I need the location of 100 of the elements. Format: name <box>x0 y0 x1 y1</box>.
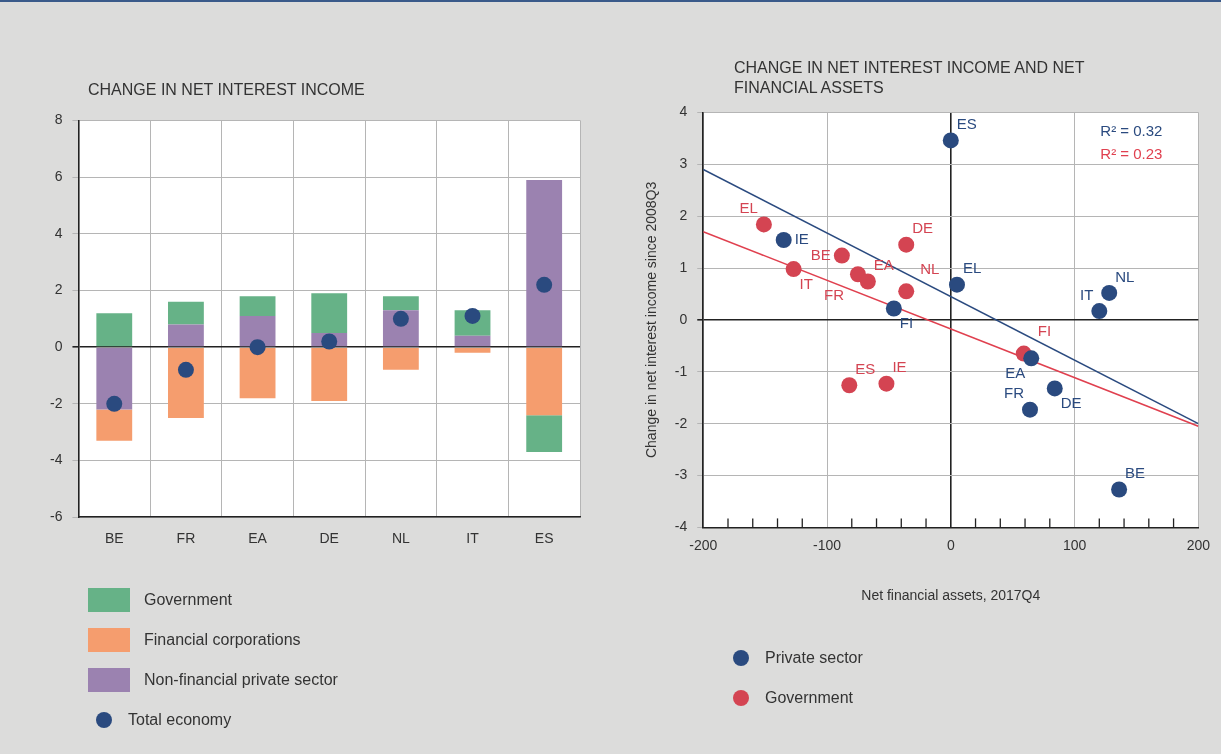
bar <box>526 347 563 416</box>
data-label: EA <box>1005 363 1026 381</box>
y-tick-label: -4 <box>50 451 63 468</box>
point <box>833 247 850 264</box>
y-tick-label: 8 <box>54 111 63 128</box>
x-tick-label: 200 <box>1186 536 1211 553</box>
x-tick-label: NL <box>391 530 411 547</box>
data-label: IE <box>892 358 907 376</box>
x-tick-label: FR <box>176 530 196 547</box>
data-label: FR <box>823 285 845 303</box>
y-tick-label: -1 <box>674 362 688 379</box>
data-label: FI <box>1037 322 1052 340</box>
point <box>392 310 409 327</box>
data-label: FR <box>1004 384 1025 402</box>
bar <box>311 293 348 333</box>
point <box>898 236 915 253</box>
annotation: R² = 0.32 <box>1100 122 1163 140</box>
bar <box>239 296 276 316</box>
y-tick-label: -2 <box>50 394 63 411</box>
x-tick-label: DE <box>319 530 339 547</box>
y-tick-label: 1 <box>679 258 688 275</box>
data-label: IT <box>799 274 813 292</box>
data-label: NL <box>920 260 940 278</box>
point <box>536 276 553 293</box>
point <box>885 300 902 317</box>
point <box>249 339 266 356</box>
x-tick-label: -100 <box>813 536 842 553</box>
data-label: DE <box>912 219 934 237</box>
x-tick-label: 0 <box>946 536 955 553</box>
point <box>898 283 915 300</box>
point <box>1046 380 1063 397</box>
y-tick-label: 2 <box>54 281 63 298</box>
y-axis-title: Change in net interest income since 2008Q3 <box>643 181 660 459</box>
point <box>755 216 772 233</box>
point <box>1091 303 1108 320</box>
bar <box>168 324 204 347</box>
point <box>785 261 802 278</box>
bar <box>168 301 204 325</box>
point <box>841 377 858 394</box>
point <box>106 395 123 412</box>
legend-label: Financial corporations <box>144 631 301 649</box>
y-tick-label: -2 <box>674 414 688 431</box>
bar <box>311 347 348 401</box>
y-tick-label: 3 <box>679 155 688 172</box>
data-label: BE <box>810 245 831 263</box>
data-label: DE <box>1060 394 1082 412</box>
point <box>878 375 895 392</box>
y-tick-label: 6 <box>54 167 63 184</box>
x-axis-title: Net financial assets, 2017Q4 <box>861 587 1041 604</box>
x-tick-label: EA <box>248 530 268 547</box>
data-label: NL <box>1115 267 1135 285</box>
point <box>948 276 965 293</box>
data-label: IE <box>794 230 809 248</box>
x-tick-label: 100 <box>1062 536 1087 553</box>
y-tick-label: -4 <box>674 518 688 535</box>
bar <box>526 179 563 347</box>
data-label: BE <box>1125 464 1146 482</box>
y-tick-label: 0 <box>54 338 63 354</box>
legend-label: Government <box>144 591 233 609</box>
x-tick-label: -200 <box>689 536 718 553</box>
point <box>177 361 194 378</box>
data-label: EL <box>739 199 758 217</box>
y-tick-label: -6 <box>50 508 63 525</box>
bar <box>96 409 133 441</box>
y-tick-label: 2 <box>679 207 688 224</box>
chart-title: CHANGE IN NET INTEREST INCOME AND NET FINANCIAL ASSETS <box>734 58 1086 98</box>
y-tick-label: 4 <box>54 224 63 241</box>
data-label: ES <box>855 359 876 377</box>
point <box>1111 481 1128 498</box>
y-tick-label: 0 <box>679 310 688 327</box>
point <box>321 333 338 350</box>
bar <box>168 347 204 418</box>
x-tick-label: ES <box>534 530 554 547</box>
legend-label: Total economy <box>128 711 232 729</box>
bar <box>526 415 563 453</box>
legend-label: Private sector <box>765 649 863 667</box>
point <box>1023 350 1040 367</box>
bar <box>96 313 133 347</box>
x-tick-label: BE <box>104 530 124 547</box>
y-tick-label: -3 <box>674 466 688 483</box>
annotation: R² = 0.23 <box>1100 145 1163 163</box>
chart-title: CHANGE IN NET INTEREST INCOME <box>88 80 366 100</box>
legend-label: Non-financial private sector <box>144 671 338 689</box>
bar <box>382 296 419 311</box>
point <box>859 273 876 290</box>
x-tick-label: IT <box>466 530 480 547</box>
data-label: EL <box>962 259 982 277</box>
data-label: ES <box>956 115 977 133</box>
bar <box>454 335 491 347</box>
legend-label: Government <box>765 689 854 707</box>
bar <box>239 347 276 399</box>
point <box>775 232 792 249</box>
bar <box>96 347 133 410</box>
bar <box>454 347 491 353</box>
point <box>1022 401 1038 418</box>
y-tick-label: 4 <box>679 103 688 120</box>
data-label: IT <box>1079 285 1094 303</box>
bar <box>382 347 419 370</box>
point <box>942 132 959 149</box>
point <box>1101 284 1118 301</box>
